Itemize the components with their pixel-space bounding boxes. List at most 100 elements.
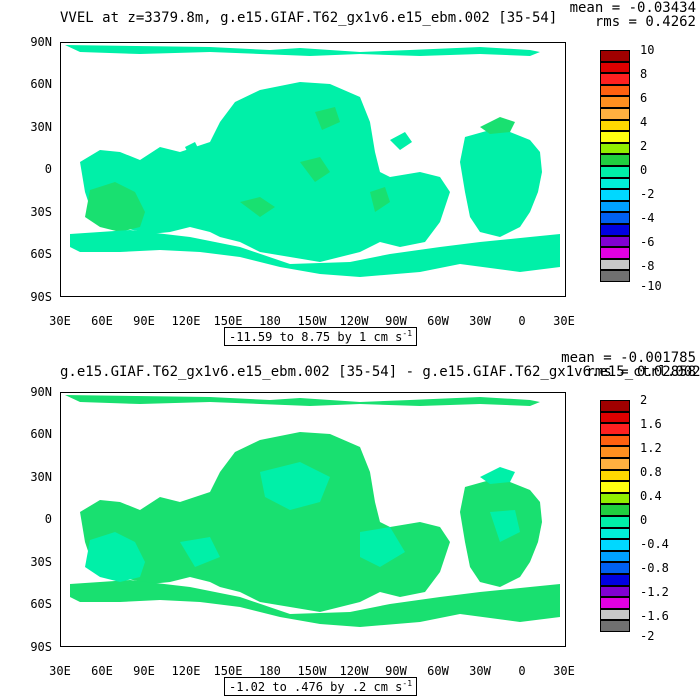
colorbar-swatch [600,142,630,155]
colorbar-swatch [600,200,630,213]
lat-label: 0 [44,162,52,176]
range-label: -11.59 to 8.75 by 1 cm s-1 [224,327,418,346]
colorbar-label: -2 [640,187,655,201]
colorbar-swatch [600,469,630,482]
map-plot [60,42,566,297]
colorbar-swatch [600,165,630,178]
colorbar-label: -4 [640,211,655,225]
colorbar-swatch [600,154,630,166]
lon-label: 120W [339,314,369,328]
lon-label: 30E [553,664,575,678]
ocean-field [65,45,560,277]
colorbar-swatch [600,61,630,74]
colorbar-label: 1.6 [640,417,662,431]
lat-label: 30S [30,555,52,569]
lon-label: 90W [385,664,407,678]
lat-label: 60N [30,77,52,91]
ocean-field [65,395,560,627]
colorbar-swatch [600,481,630,493]
lat-label: 90N [30,35,52,49]
colorbar-label: -8 [640,259,655,273]
lon-label: 120E [171,314,201,328]
colorbar-label: 0.4 [640,489,662,503]
colorbar-label: 8 [640,67,648,81]
colorbar-swatch [600,527,630,540]
lat-label: 90N [30,385,52,399]
lon-label: 60E [91,664,113,678]
lon-label: 30E [49,664,71,678]
colorbar-label: -6 [640,235,655,249]
colorbar-label: 2 [640,393,648,407]
colorbar-swatch [600,189,630,201]
colorbar-label: 2 [640,139,648,153]
lon-label: 90W [385,314,407,328]
lon-label: 0 [518,314,526,328]
colorbar-swatch [600,235,630,248]
colorbar-swatch [600,223,630,236]
lon-label: 30W [469,314,491,328]
colorbar-label: 0.8 [640,465,662,479]
colorbar-swatch [600,119,630,132]
lon-label: 120E [171,664,201,678]
panel-title: g.e15.GIAF.T62_gx1v6.e15_ebm.002 [35-54]… [60,364,700,380]
colorbar-swatch [600,270,630,282]
colorbar-label: 0 [640,513,648,527]
lon-label: 90E [133,664,155,678]
colorbar-swatch [600,515,630,528]
colorbar-label: 1.2 [640,441,662,455]
colorbar-swatch [600,107,630,120]
lon-label: 150W [297,664,327,678]
colorbar-label: -1.2 [640,585,669,599]
colorbar-label: -0.4 [640,537,669,551]
colorbar-swatch [600,84,630,97]
colorbar-swatch [600,96,630,108]
colorbar-swatch [600,247,630,259]
colorbar-label: 4 [640,115,648,129]
panel-title: VVEL at z=3379.8m, g.e15.GIAF.T62_gx1v6.… [60,10,558,26]
lon-label: 150E [213,664,243,678]
colorbar-label: 6 [640,91,648,105]
colorbar-swatch [600,597,630,609]
bottom-panel: g.e15.GIAF.T62_gx1v6.e15_ebm.002 [35-54]… [0,350,700,700]
colorbar-swatch [600,562,630,574]
colorbar-swatch [600,131,630,143]
colorbar-label: -0.8 [640,561,669,575]
ocean-map [60,42,566,297]
colorbar [600,400,630,632]
lon-label: 60W [427,664,449,678]
lon-label: 0 [518,664,526,678]
colorbar-swatch [600,585,630,598]
lon-label: 150E [213,314,243,328]
lon-label: 90E [133,314,155,328]
colorbar-swatch [600,258,630,271]
lat-label: 90S [30,290,52,304]
lat-label: 30N [30,470,52,484]
map-frame [60,392,566,647]
colorbar-swatch [600,400,630,412]
ocean-map [60,392,566,647]
lon-label: 60E [91,314,113,328]
colorbar-swatch [600,504,630,516]
lon-label: 150W [297,314,327,328]
colorbar-swatch [600,50,630,62]
colorbar-swatch [600,411,630,424]
colorbar-swatch [600,434,630,447]
mean-label: mean = -0.001785 [561,350,696,366]
mean-label: mean = -0.03434 [569,0,696,16]
colorbar-label: -1.6 [640,609,669,623]
colorbar-swatch [600,620,630,632]
colorbar-swatch [600,73,630,85]
colorbar-label: 0 [640,163,648,177]
lon-label: 30W [469,664,491,678]
colorbar-label: -2 [640,629,655,643]
colorbar-swatch [600,539,630,551]
lon-label: 180 [259,314,281,328]
lat-label: 30N [30,120,52,134]
colorbar [600,50,630,282]
colorbar-swatch [600,492,630,505]
rms-label: rms = 0.02858 [586,364,696,380]
lat-label: 90S [30,640,52,654]
lat-label: 60N [30,427,52,441]
map-frame [60,42,566,297]
colorbar-swatch [600,573,630,586]
